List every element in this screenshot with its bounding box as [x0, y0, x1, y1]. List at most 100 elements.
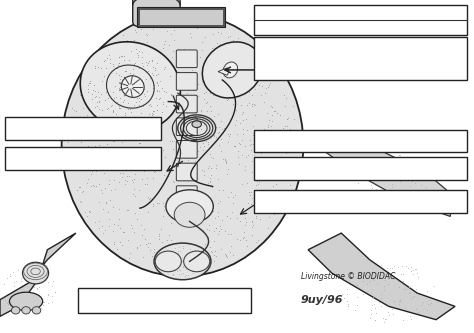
Point: [154, 158, 161, 164]
FancyBboxPatch shape: [133, 0, 180, 27]
Point: [373, 280, 381, 286]
Point: [257, 92, 264, 97]
Point: [162, 89, 169, 94]
Point: [108, 103, 116, 108]
Point: [208, 155, 215, 160]
Point: [141, 236, 148, 241]
Point: [223, 53, 231, 58]
Point: [415, 309, 422, 314]
Point: [290, 166, 297, 171]
Point: [126, 119, 133, 125]
Point: [231, 122, 238, 128]
Point: [201, 257, 209, 262]
Point: [183, 111, 191, 116]
Point: [154, 165, 161, 170]
Point: [219, 78, 227, 83]
Point: [370, 301, 378, 307]
Point: [397, 196, 404, 202]
Point: [202, 138, 210, 144]
Point: [149, 204, 157, 209]
Point: [155, 111, 162, 116]
Point: [98, 81, 105, 87]
Point: [93, 84, 101, 90]
Point: [250, 129, 257, 135]
Point: [218, 246, 225, 251]
Point: [92, 137, 100, 142]
Point: [391, 174, 399, 179]
Point: [70, 107, 77, 113]
Point: [109, 228, 117, 234]
Point: [123, 160, 130, 166]
Point: [77, 121, 85, 127]
Point: [147, 104, 155, 109]
Point: [360, 291, 367, 297]
Point: [78, 138, 86, 143]
Point: [273, 181, 280, 186]
Point: [167, 241, 175, 247]
Point: [83, 180, 91, 186]
Point: [182, 195, 189, 200]
Point: [155, 156, 163, 161]
Point: [146, 247, 154, 252]
Point: [105, 136, 112, 141]
Point: [98, 78, 106, 83]
Point: [232, 107, 240, 112]
Point: [410, 158, 418, 164]
Point: [109, 144, 117, 150]
Point: [287, 163, 295, 168]
Point: [128, 88, 136, 93]
Point: [385, 312, 393, 317]
Point: [276, 206, 283, 211]
Point: [179, 263, 187, 269]
Point: [249, 124, 256, 129]
Point: [256, 140, 264, 146]
Point: [148, 164, 155, 169]
Point: [176, 256, 184, 261]
Point: [144, 63, 151, 68]
Point: [192, 268, 200, 273]
Point: [407, 268, 415, 273]
Point: [237, 77, 245, 82]
Point: [273, 206, 281, 212]
Point: [423, 288, 431, 294]
Point: [227, 84, 234, 89]
Point: [152, 95, 159, 101]
Point: [237, 64, 245, 69]
Point: [382, 277, 389, 282]
Point: [117, 170, 124, 175]
Point: [48, 299, 56, 304]
Point: [270, 109, 277, 114]
Point: [222, 158, 230, 164]
Point: [81, 209, 89, 214]
Point: [167, 268, 174, 274]
Point: [190, 223, 197, 228]
Point: [145, 59, 153, 64]
Point: [388, 181, 396, 187]
Point: [196, 260, 204, 265]
Point: [164, 243, 172, 249]
Point: [182, 70, 190, 75]
Point: [149, 83, 157, 88]
Point: [174, 119, 182, 124]
Point: [363, 281, 371, 286]
Point: [163, 250, 171, 256]
Point: [390, 298, 398, 304]
Point: [166, 254, 174, 259]
Point: [122, 103, 130, 108]
Point: [381, 177, 389, 182]
Bar: [254, 190, 467, 213]
Point: [115, 86, 123, 91]
Point: [181, 273, 188, 279]
Point: [114, 222, 121, 228]
Point: [90, 82, 97, 87]
Point: [368, 286, 375, 292]
Point: [397, 298, 404, 303]
Bar: [254, 130, 467, 152]
Point: [94, 90, 102, 95]
Point: [99, 230, 106, 236]
Point: [126, 250, 134, 255]
Point: [255, 237, 262, 243]
Point: [370, 169, 377, 174]
Point: [165, 113, 173, 118]
Point: [169, 131, 177, 136]
